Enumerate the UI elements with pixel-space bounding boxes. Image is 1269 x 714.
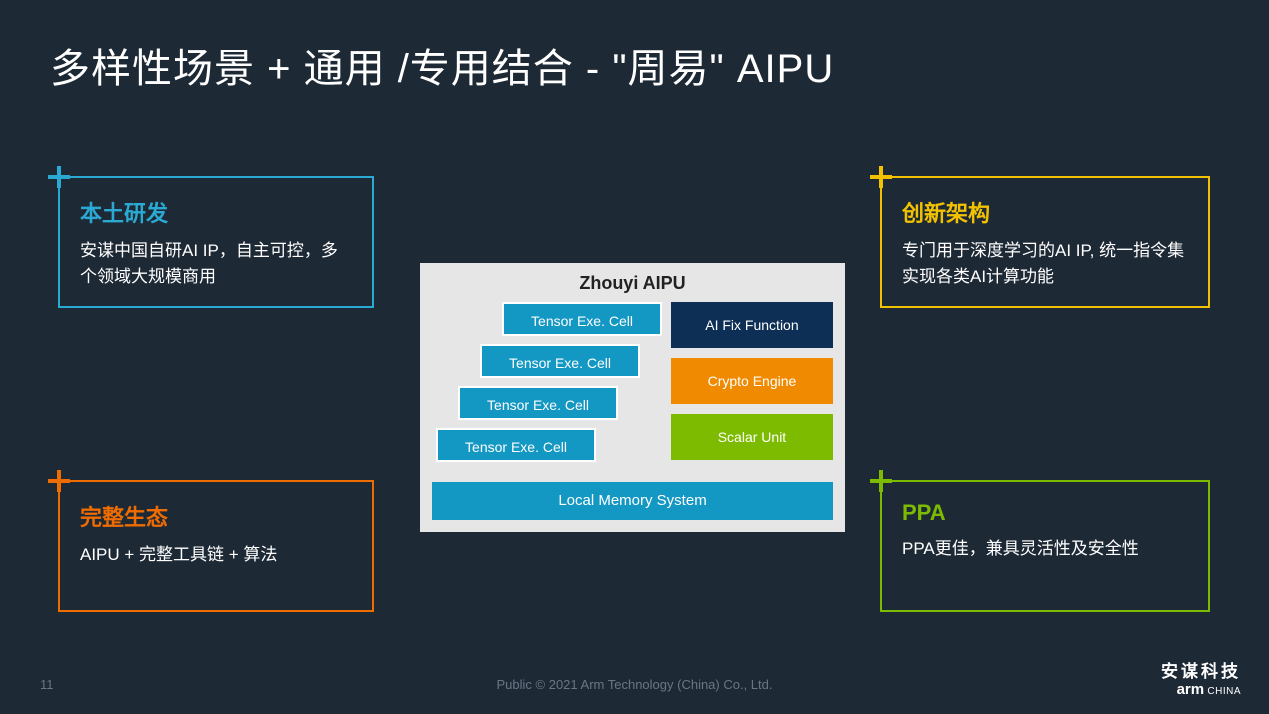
card-title: 完整生态 [80, 500, 352, 532]
side-block: AI Fix Function [671, 302, 833, 348]
plus-icon [870, 470, 892, 492]
plus-icon [870, 166, 892, 188]
tensor-cell: Tensor Exe. Cell [480, 344, 640, 378]
card-body: PPA更佳，兼具灵活性及安全性 [902, 536, 1188, 562]
card-title: 创新架构 [902, 196, 1188, 228]
plus-icon [48, 166, 70, 188]
side-block: Crypto Engine [671, 358, 833, 404]
slide-title: 多样性场景 + 通用 /专用结合 - "周易" AIPU [50, 36, 834, 94]
side-block: Scalar Unit [671, 414, 833, 460]
diagram-main: Tensor Exe. Cell Tensor Exe. Cell Tensor E… [432, 302, 833, 472]
plus-icon [48, 470, 70, 492]
card-body: 专门用于深度学习的AI IP, 统一指令集实现各类AI计算功能 [902, 238, 1188, 291]
tensor-cell: Tensor Exe. Cell [502, 302, 662, 336]
card-title: 本土研发 [80, 196, 352, 228]
aipu-diagram: Zhouyi AIPU Tensor Exe. CellTensor Exe. … [420, 263, 845, 532]
arm-china-logo: 安谋科技 arm CHINA [1161, 663, 1241, 698]
diagram-title: Zhouyi AIPU [432, 273, 833, 294]
card-body: 安谋中国自研AI IP，自主可控，多个领域大规模商用 [80, 238, 352, 291]
page-number: 11 [40, 677, 54, 692]
tensor-cell: Tensor Exe. Cell [458, 386, 618, 420]
tensor-stack: Tensor Exe. Cell Tensor Exe. Cell Tensor E… [432, 302, 659, 472]
logo-cn: 安谋科技 [1161, 663, 1241, 682]
card-ppa: PPA PPA更佳，兼具灵活性及安全性 [880, 480, 1210, 612]
card-architecture: 创新架构 专门用于深度学习的AI IP, 统一指令集实现各类AI计算功能 [880, 176, 1210, 308]
copyright: Public © 2021 Arm Technology (China) Co.… [497, 677, 773, 692]
side-column: AI Fix Function Crypto Engine Scalar Unit [671, 302, 833, 472]
tensor-cell: Tensor Exe. Cell [436, 428, 596, 462]
memory-bar: Local Memory System [432, 482, 833, 520]
card-body: AIPU + 完整工具链 + 算法 [80, 542, 352, 568]
card-local-rd: 本土研发 安谋中国自研AI IP，自主可控，多个领域大规模商用 [58, 176, 374, 308]
card-title: PPA [902, 500, 1188, 526]
card-ecosystem: 完整生态 AIPU + 完整工具链 + 算法 [58, 480, 374, 612]
logo-en: arm CHINA [1161, 682, 1241, 699]
